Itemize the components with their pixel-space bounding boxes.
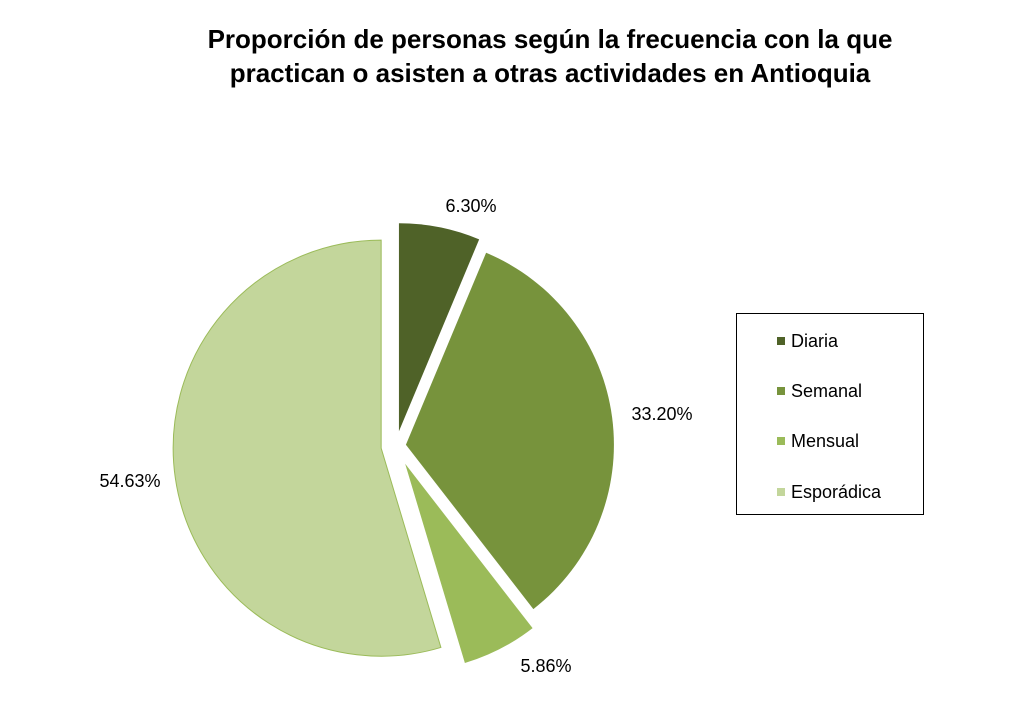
chart-title: Proporción de personas según la frecuenc… [70, 22, 1009, 90]
pie-slice-esporadica [172, 239, 442, 657]
legend-item-semanal: Semanal [777, 380, 862, 402]
legend-item-diaria: Diaria [777, 330, 838, 352]
legend-swatch-diaria [777, 337, 785, 345]
legend-item-esporadica: Esporádica [777, 481, 881, 503]
data-label-esporadica: 54.63% [99, 471, 160, 491]
legend-label-mensual: Mensual [791, 430, 860, 451]
pie-slice-semanal [405, 252, 614, 610]
data-label-mensual: 5.86% [520, 656, 571, 676]
legend-swatch-mensual [777, 437, 785, 445]
chart-title-line-1: Proporción de personas según la frecuenc… [207, 24, 893, 54]
pie-slice-mensual [405, 463, 533, 664]
legend-item-mensual: Mensual [777, 430, 859, 452]
chart-legend: Diaria Semanal Mensual Esporádica [736, 313, 924, 515]
chart-title-line-2: practican o asisten a otras actividades … [229, 58, 871, 88]
legend-label-diaria: Diaria [791, 330, 839, 351]
data-label-semanal: 33.20% [631, 404, 692, 424]
legend-label-semanal: Semanal [791, 380, 863, 401]
data-label-diaria: 6.30% [445, 196, 496, 216]
legend-swatch-semanal [777, 387, 785, 395]
legend-swatch-esporadica [777, 488, 785, 496]
pie-slice-diaria [398, 223, 480, 432]
legend-label-esporadica: Esporádica [791, 481, 882, 502]
